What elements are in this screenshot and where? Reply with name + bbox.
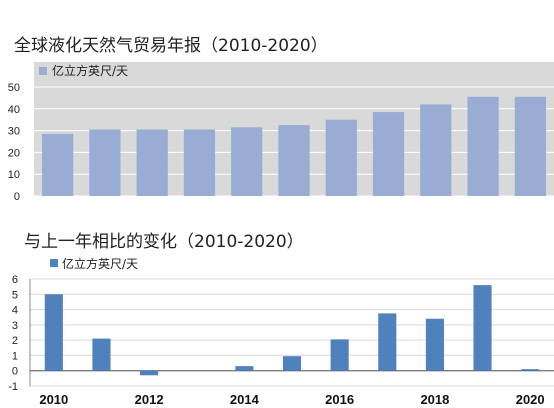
y-tick-label: 10 (8, 169, 20, 181)
legend-swatch (39, 67, 47, 75)
legend-label: 亿立方英尺/天 (62, 256, 138, 271)
x-tick-label: 2010 (39, 392, 68, 407)
yoy-change-chart: 与上一年相比的变化（2010-2020） -1 0 1 2 3 4 5 6 2010 2012 2… (8, 232, 554, 407)
x-tick-label: 2020 (516, 392, 545, 407)
bar-2012 (136, 129, 168, 196)
bar-2020 (514, 96, 546, 196)
y-tick-label: 20 (8, 147, 20, 159)
legend-swatch (50, 259, 58, 267)
y-tick-label: 2 (12, 335, 18, 347)
y-tick-label: 0 (12, 366, 18, 378)
y-tick-label: 50 (8, 82, 20, 94)
bar-2016 (330, 339, 349, 371)
bar-2010 (44, 294, 63, 371)
y-tick-label: 0 (14, 191, 20, 203)
x-tick-label: 2016 (325, 392, 354, 407)
chart-title: 与上一年相比的变化（2010-2020） (24, 232, 304, 252)
bar-2013 (183, 129, 216, 196)
y-tick-label: 40 (8, 104, 20, 116)
bar-2014 (231, 127, 263, 196)
x-tick-label: 2014 (230, 392, 260, 407)
bar-2019 (467, 96, 499, 196)
annual-trade-chart: 全球液化天然气贸易年报（2010-2020） 0 10 20 30 40 50 亿立方英尺… (8, 36, 554, 203)
bar-2016 (325, 119, 357, 196)
y-tick-label: 6 (12, 274, 18, 286)
y-tick-label: 5 (12, 289, 18, 301)
chart-title: 全球液化天然气贸易年报（2010-2020） (14, 36, 328, 56)
bar-2010 (42, 133, 74, 196)
y-tick-label: 3 (12, 320, 18, 332)
bar-2019 (473, 285, 492, 371)
legend-label: 亿立方英尺/天 (52, 63, 128, 78)
y-tick-label: 30 (8, 126, 20, 138)
y-tick-label: 4 (12, 305, 18, 317)
bar-2011 (92, 338, 111, 371)
bar-2012 (140, 370, 159, 376)
bar-2018 (420, 104, 452, 196)
x-tick-label: 2018 (420, 392, 449, 407)
bar-2017 (378, 313, 397, 371)
bar-2017 (372, 112, 405, 196)
bar-2020 (521, 369, 540, 371)
y-tick-label: -1 (8, 381, 18, 393)
bar-2018 (425, 318, 444, 371)
bar-2011 (89, 129, 121, 196)
bar-2015 (282, 356, 302, 371)
y-tick-label: 1 (12, 350, 18, 362)
x-tick-label: 2012 (135, 392, 164, 407)
bar-2014 (235, 366, 254, 371)
bar-2015 (278, 125, 310, 196)
